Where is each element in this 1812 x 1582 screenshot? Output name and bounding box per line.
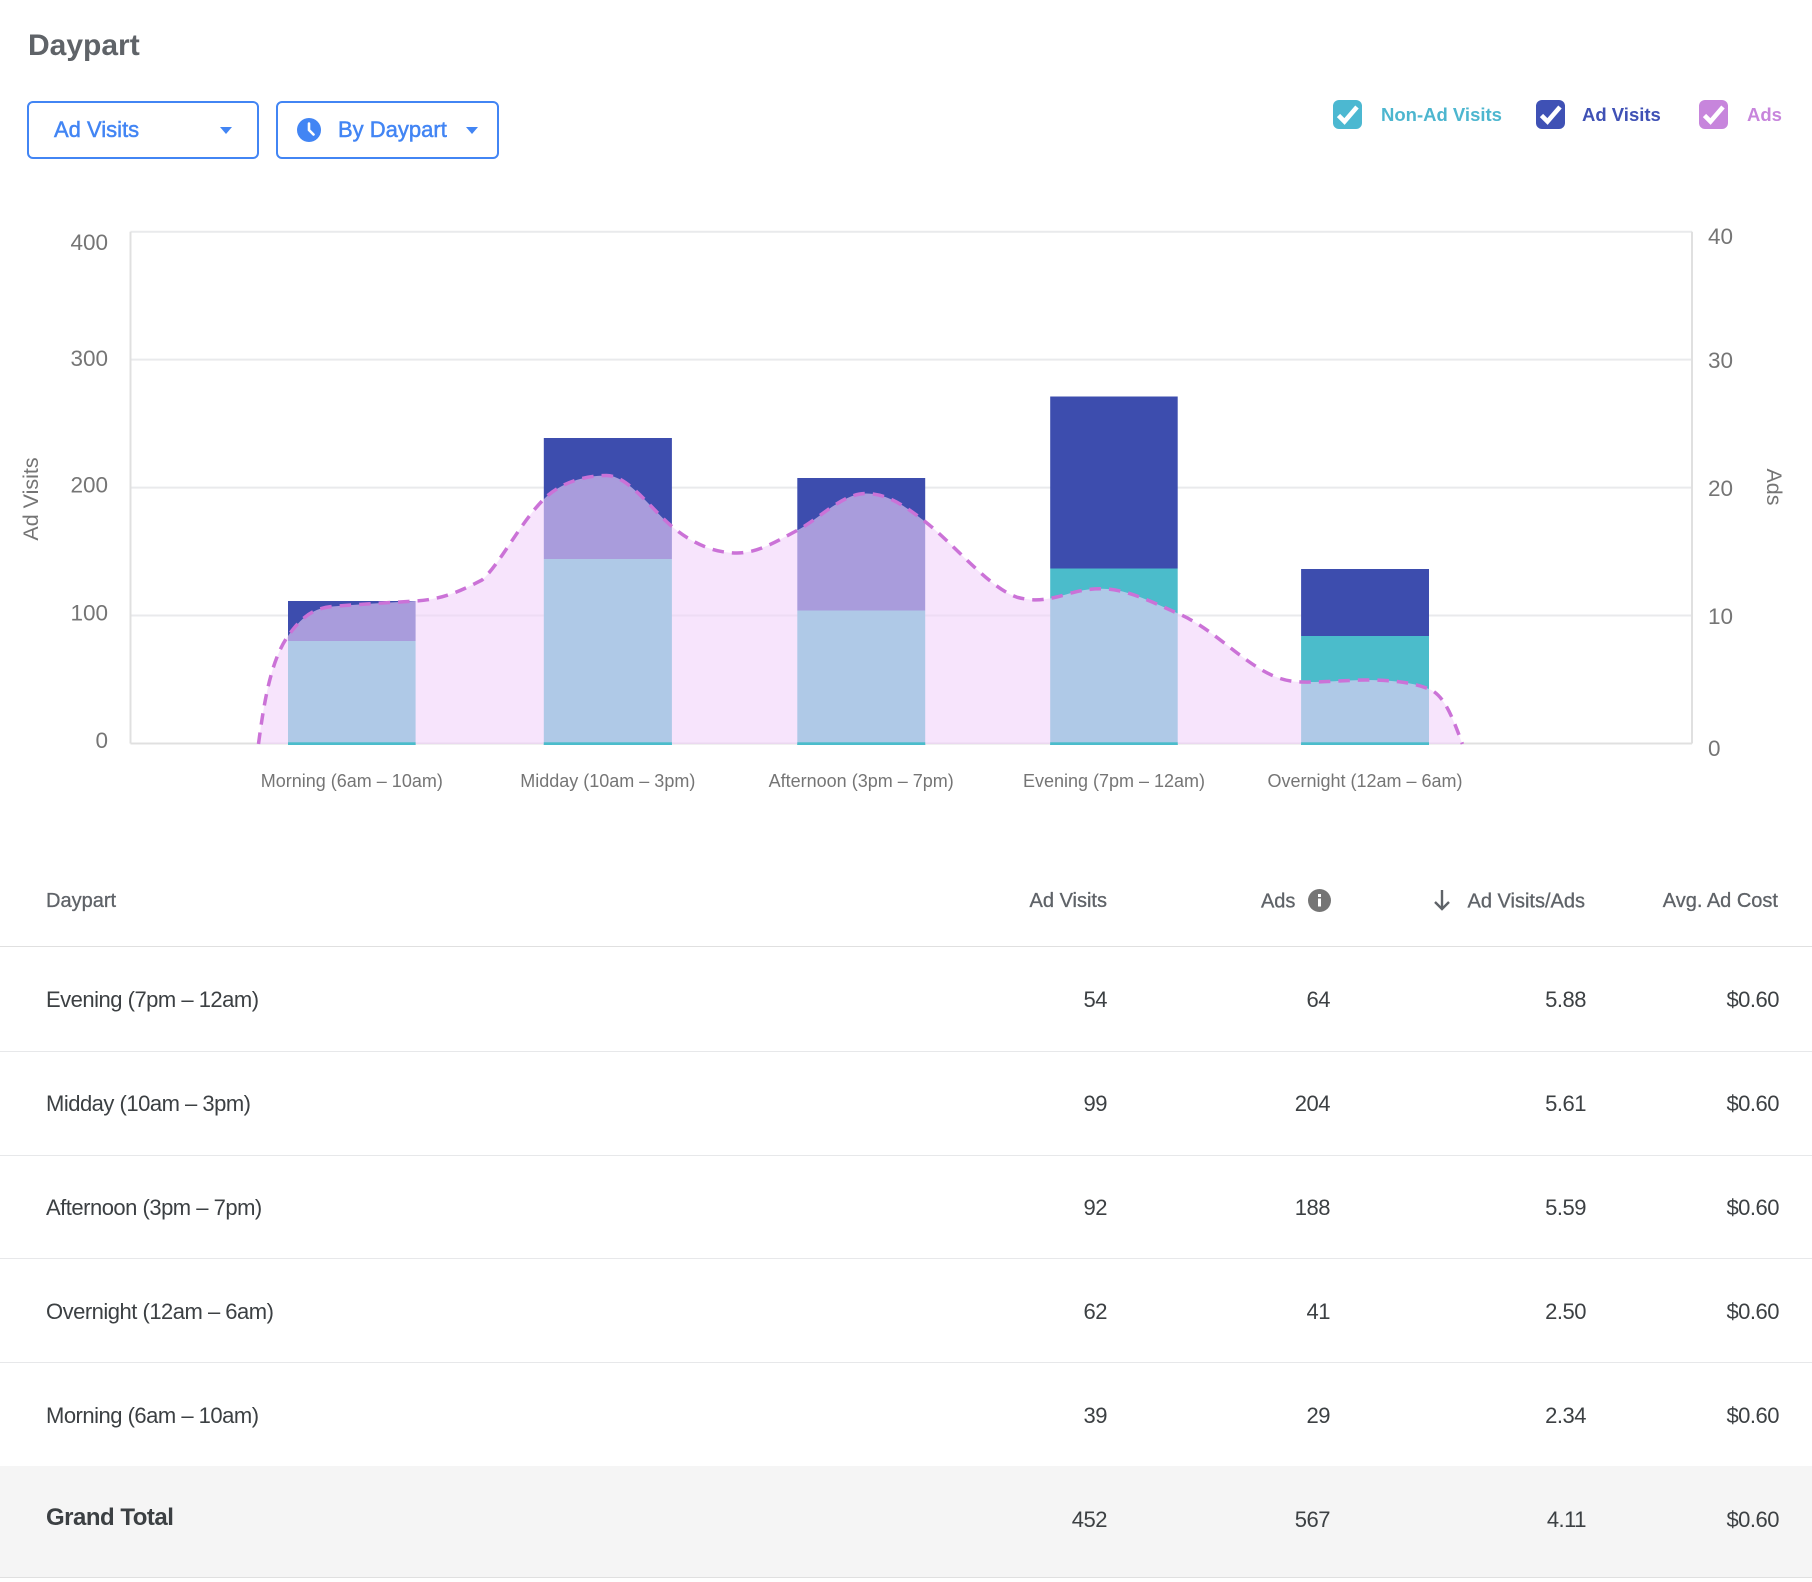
svg-text:100: 100 (70, 601, 108, 626)
svg-text:Overnight (12am – 6am): Overnight (12am – 6am) (1267, 771, 1462, 791)
svg-text:Morning (6am – 10am): Morning (6am – 10am) (261, 771, 443, 791)
svg-text:Midday (10am – 3pm): Midday (10am – 3pm) (520, 771, 695, 791)
svg-text:20: 20 (1708, 476, 1733, 501)
svg-text:0: 0 (95, 728, 108, 753)
svg-text:0: 0 (1708, 736, 1721, 761)
svg-text:400: 400 (70, 230, 108, 255)
svg-text:Afternoon (3pm – 7pm): Afternoon (3pm – 7pm) (769, 771, 954, 791)
svg-text:Ads: Ads (1762, 468, 1786, 505)
svg-text:Ad Visits: Ad Visits (19, 457, 43, 540)
svg-text:30: 30 (1708, 348, 1733, 373)
svg-text:200: 200 (70, 473, 108, 498)
svg-text:10: 10 (1708, 604, 1733, 629)
svg-text:Evening (7pm – 12am): Evening (7pm – 12am) (1023, 771, 1205, 791)
svg-text:300: 300 (70, 346, 108, 371)
svg-text:40: 40 (1708, 224, 1733, 249)
